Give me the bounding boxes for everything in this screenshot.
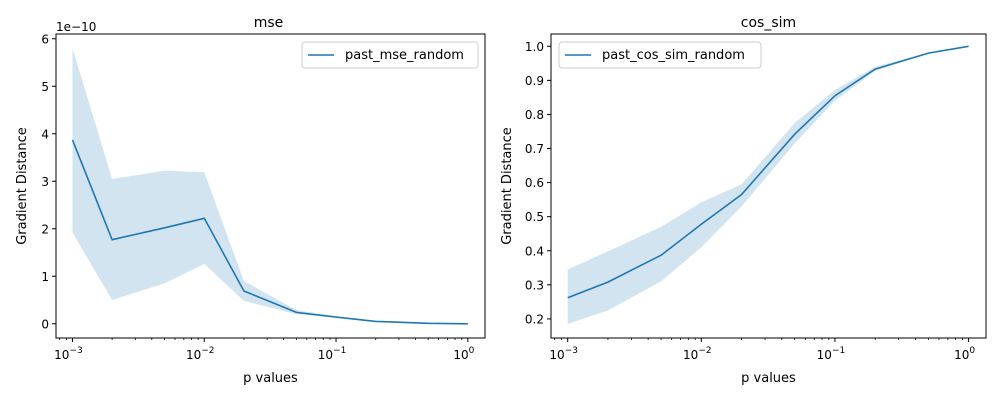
line-path — [567, 45, 969, 299]
x-tick-label: 10−3 — [54, 346, 83, 362]
y-axis-label: Gradient Distance — [15, 127, 30, 245]
x-tick-label: 100 — [453, 346, 474, 362]
x-tick-label: 10−3 — [549, 346, 578, 362]
y-axis-ticks: 0.2 0.3 0.4 0.5 0.6 0.7 0.8 0.9 1.0 — [525, 40, 551, 326]
y-tick-label: 0.7 — [525, 142, 544, 156]
chart-title: cos_sim — [741, 15, 796, 31]
band-area — [567, 46, 969, 325]
series-line — [567, 45, 969, 299]
x-axis-label: p values — [741, 371, 796, 386]
x-tick-label: 10−2 — [683, 346, 712, 362]
x-tick-label: 100 — [954, 346, 975, 362]
confidence-band — [72, 48, 468, 324]
y-tick-label: 1.0 — [525, 40, 544, 54]
y-tick-label: 5 — [41, 80, 49, 94]
y-tick-label: 3 — [41, 175, 49, 189]
y-tick-label: 0.9 — [525, 74, 544, 88]
y-tick-label: 4 — [41, 127, 49, 141]
confidence-band — [567, 46, 969, 325]
legend-box — [301, 41, 479, 69]
legend-label: past_mse_random — [345, 48, 464, 63]
x-axis-ticks: 10−3 10−2 10−1 100 — [54, 338, 475, 362]
panel-cos-sim: cos_sim 0.2 0.3 0.4 0.5 0.6 0.7 0.8 0.9 1.0 10−3… — [500, 15, 987, 386]
series-line — [71, 139, 468, 325]
x-axis-ticks: 10−3 10−2 10−1 100 — [549, 338, 975, 362]
line-path — [71, 139, 468, 325]
y-tick-label: 0.4 — [525, 244, 544, 258]
y-multiplier-label: 1e−10 — [56, 20, 96, 34]
y-tick-label: 6 — [41, 32, 49, 46]
y-tick-label: 1 — [41, 270, 49, 284]
y-tick-label: 0 — [41, 317, 49, 331]
plot-frame — [55, 33, 486, 339]
y-tick-label: 0.5 — [525, 210, 544, 224]
x-axis-label: p values — [243, 371, 298, 386]
legend-label: past_cos_sim_random — [602, 48, 745, 63]
chart-title: mse — [254, 15, 284, 31]
y-tick-label: 0.3 — [525, 278, 544, 292]
legend-box — [558, 41, 762, 69]
legend: past_cos_sim_random — [558, 41, 762, 69]
band-area — [72, 48, 468, 324]
y-axis-label: Gradient Distance — [500, 127, 515, 245]
plot-frame — [550, 33, 987, 339]
panel-mse: mse 1e−10 0 1 2 3 4 5 6 10−3 10−2 10−1 100 p valu… — [15, 15, 486, 386]
x-tick-label: 10−2 — [186, 346, 215, 362]
x-tick-label: 10−1 — [318, 346, 347, 362]
y-tick-label: 0.6 — [525, 176, 544, 190]
legend: past_mse_random — [301, 41, 479, 69]
y-tick-label: 2 — [41, 222, 49, 236]
y-axis-ticks: 0 1 2 3 4 5 6 — [41, 32, 56, 331]
y-tick-label: 0.8 — [525, 108, 544, 122]
x-tick-label: 10−1 — [817, 346, 846, 362]
y-tick-label: 0.2 — [525, 312, 544, 326]
